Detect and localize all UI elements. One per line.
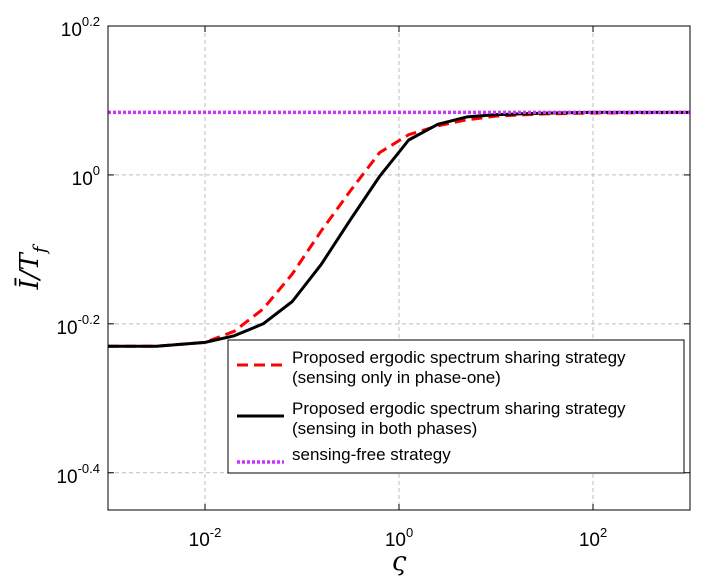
x-tick-label-exponent: -2 (210, 525, 222, 540)
x-tick-label-base: 10 (579, 530, 600, 551)
legend-label-2-line-1: Proposed ergodic spectrum sharing strate… (292, 399, 626, 418)
y-tick-label: 100.2 (61, 14, 100, 41)
x-axis-label: ς (392, 547, 407, 577)
y-tick-label-base: 10 (56, 467, 77, 488)
y-tick-label-exponent: 0 (93, 163, 100, 178)
y-tick-label: 10-0.2 (56, 312, 100, 339)
x-tick-label: 100 (385, 525, 413, 551)
x-tick-label-exponent: 2 (600, 525, 607, 540)
y-tick-label: 100 (72, 163, 100, 190)
axis-ticks (108, 25, 690, 510)
legend: Proposed ergodic spectrum sharing strate… (227, 339, 685, 474)
y-tick-label-exponent: -0.2 (78, 312, 100, 327)
x-tick-label-base: 10 (189, 530, 210, 551)
y-axis-label: Ī/Tf (14, 243, 51, 290)
x-tick-label: 102 (579, 525, 607, 551)
svg-text:Ī/Tf: Ī/Tf (14, 243, 51, 290)
y-tick-label-base: 10 (61, 20, 82, 41)
y-tick-label-exponent: 0.2 (82, 14, 100, 29)
x-tick-label-exponent: 0 (406, 525, 413, 540)
x-tick-label: 10-2 (189, 525, 222, 551)
legend-label-2-line-2: (sensing in both phases) (292, 419, 477, 438)
legend-box (227, 339, 685, 474)
series-layer (108, 110, 691, 348)
y-tick-label: 10-0.4 (56, 461, 100, 488)
y-axis-label-subscript: f (30, 243, 51, 255)
legend-label-1-line-1: Proposed ergodic spectrum sharing strate… (292, 348, 626, 367)
y-axis-label-main: Ī/T (14, 251, 45, 290)
legend-label-1-line-2: (sensing only in phase-one) (292, 368, 501, 387)
x-tick-label-base: 10 (385, 530, 406, 551)
y-tick-label-exponent: -0.4 (78, 461, 100, 476)
legend-label-3-line-1: sensing-free strategy (292, 445, 451, 464)
y-tick-label-base: 10 (72, 169, 93, 190)
y-tick-label-base: 10 (56, 318, 77, 339)
series-line-1 (108, 110, 691, 348)
